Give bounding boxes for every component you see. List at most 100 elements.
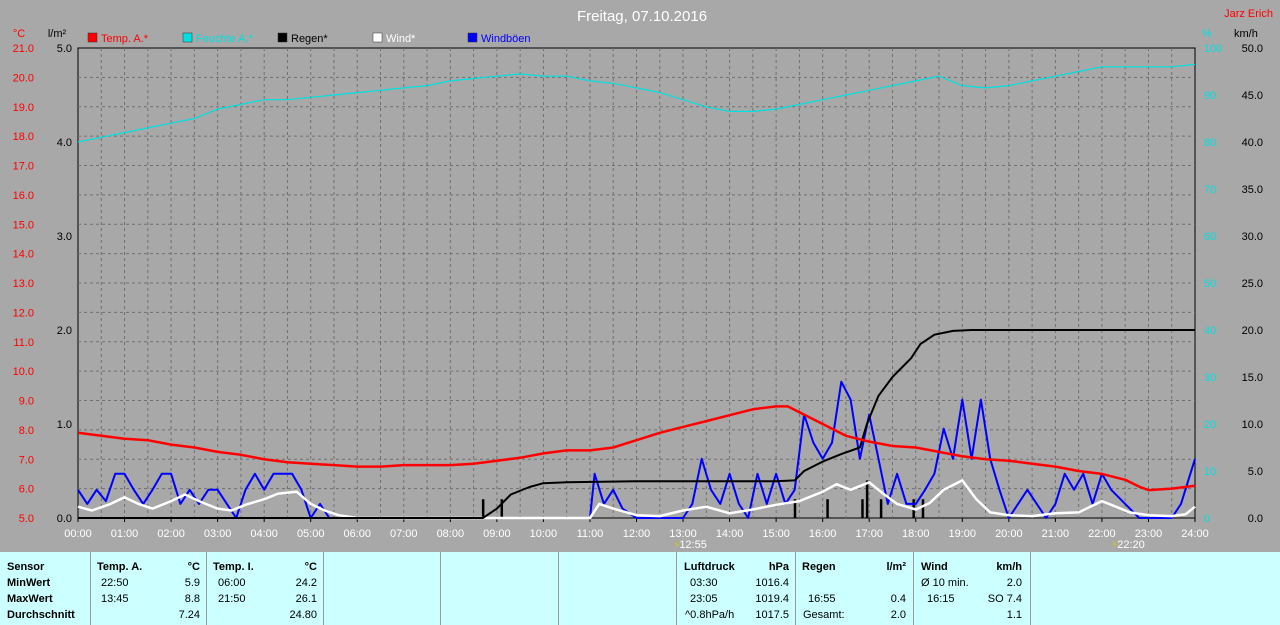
x-tick-label: 16:00 [809,528,837,540]
rain-bar [879,499,883,518]
rain-bar [481,499,485,518]
wind-header: Wind [921,561,948,573]
rain-axis-label: 1.0 [57,419,72,431]
sensor-header: Sensor [7,561,45,573]
x-tick-label: 24:00 [1181,528,1209,540]
humidity-axis-label: 90 [1204,90,1216,102]
rain-axis-label: 2.0 [57,325,72,337]
statistics-panel: Sensor MinWert MaxWert Durchschnitt Temp… [0,552,1280,625]
rain-axis-label: 3.0 [57,231,72,243]
legend-swatch [182,32,193,43]
temp-axis-label: 16.0 [13,190,34,202]
temp-i-min-time: 06:00 [218,577,246,589]
chart-grid [77,47,1196,519]
x-tick-label: 21:00 [1042,528,1070,540]
temp-i-max-value: 26.1 [295,593,317,605]
rain-unit: l/m² [886,561,906,573]
wind-axis-label: 15.0 [1242,372,1263,384]
rain-value: 0.4 [890,593,906,605]
temp-axis-label: 19.0 [13,102,34,114]
legend-label: Windböen [481,33,531,45]
temp-i-min-value: 24.2 [295,577,317,589]
temp-axis-label: 5.0 [19,513,34,525]
wind-axis-label: 40.0 [1242,137,1263,149]
x-tick-label: 12:00 [623,528,651,540]
chart-legend: Temp. A.* Feuchte A.* Regen* Wind* Windböen [87,32,531,45]
wind-axis-unit: km/h [1234,28,1258,40]
pressure-max-time: 23:05 [690,593,718,605]
temp-i-unit: °C [304,561,317,573]
pressure-min-time: 03:30 [690,577,718,589]
pressure-min-value: 1016.4 [755,577,789,589]
wind-axis-label: 30.0 [1242,231,1263,243]
row-label-max: MaxWert [7,593,53,605]
humidity-axis-label: 100 [1204,43,1222,55]
marker-icon: ⚡ [673,540,680,551]
wind-axis-label: 10.0 [1242,419,1263,431]
wind-axis-label: 0.0 [1248,513,1263,525]
wind-max-value: SO 7.4 [987,593,1022,605]
x-tick-label: 14:00 [716,528,744,540]
temp-i-average: 24.80 [289,609,317,621]
wind-axis-label: 35.0 [1242,184,1263,196]
x-tick-label: 15:00 [762,528,790,540]
row-label-avg: Durchschnitt [7,609,75,621]
marker-label: 12:55 [679,539,707,551]
x-tick-label: 17:00 [855,528,883,540]
temp-axis-label: 10.0 [13,366,34,378]
legend-label: Temp. A.* [101,33,149,45]
x-tick-label: 07:00 [390,528,418,540]
marker-label: 22:20 [1117,539,1145,551]
rain-bar [921,499,925,518]
row-label-min: MinWert [7,577,51,589]
legend-label: Feuchte A.* [196,33,254,45]
x-tick-label: 11:00 [577,528,604,540]
wind-axis-label: 25.0 [1242,278,1263,290]
rain-axis-unit: l/m² [48,28,67,40]
temp-axis-label: 7.0 [19,454,34,466]
temp-a-header: Temp. A. [97,561,143,573]
legend-swatch [87,32,98,43]
legend-swatch [372,32,383,43]
rain-bar [861,499,864,518]
legend-swatch [467,32,478,43]
wind-axis-label: 20.0 [1242,325,1263,337]
x-tick-label: 04:00 [250,528,278,540]
marker-icon: ⚡ [1111,540,1118,551]
weather-chart: Freitag, 07.10.2016 Jarz Erich Temp. A.*… [13,8,1273,551]
rain-axis-label: 5.0 [57,43,72,55]
wind-line [77,479,1196,520]
rain-axis-label: 0.0 [57,513,72,525]
temp-axis-label: 13.0 [13,278,34,290]
temp-a-unit: °C [187,561,200,573]
gust-line [77,380,1196,519]
x-tick-label: 19:00 [949,528,977,540]
temp-axis-label: 21.0 [13,43,34,55]
rain-line [78,329,1195,519]
temp-axis-label: 9.0 [19,396,34,408]
rain-header: Regen [802,561,836,573]
humidity-axis-label: 40 [1204,325,1216,337]
chart-axes: 00:00 01:00 02:00 03:00 04:00 05:00 06:00 07:00… [13,28,1263,540]
temp-axis-label: 14.0 [13,249,34,261]
temp-a-max-time: 13:45 [101,593,129,605]
temp-axis-label: 17.0 [13,161,34,173]
humidity-axis-unit: % [1202,28,1212,40]
temp-axis-label: 11.0 [13,337,34,349]
humidity-line [77,63,1196,143]
wind-axis-label: 5.0 [1248,466,1263,478]
rain-time: 16:55 [808,593,836,605]
humidity-axis-label: 0 [1204,513,1210,525]
legend-swatch [277,32,288,43]
humidity-axis-label: 60 [1204,231,1216,243]
humidity-axis-label: 50 [1204,278,1216,290]
x-tick-label: 01:00 [111,528,139,540]
pressure-trend-label: ^0.8hPa/h [685,609,735,621]
x-tick-label: 00:00 [64,528,92,540]
x-tick-label: 06:00 [343,528,371,540]
rain-bar [500,499,504,518]
temp-a-max-value: 8.8 [184,593,200,605]
pressure-header: Luftdruck [684,561,735,573]
temp-a-min-time: 22:50 [101,577,129,589]
wind-last-value: 1.1 [1006,609,1022,621]
